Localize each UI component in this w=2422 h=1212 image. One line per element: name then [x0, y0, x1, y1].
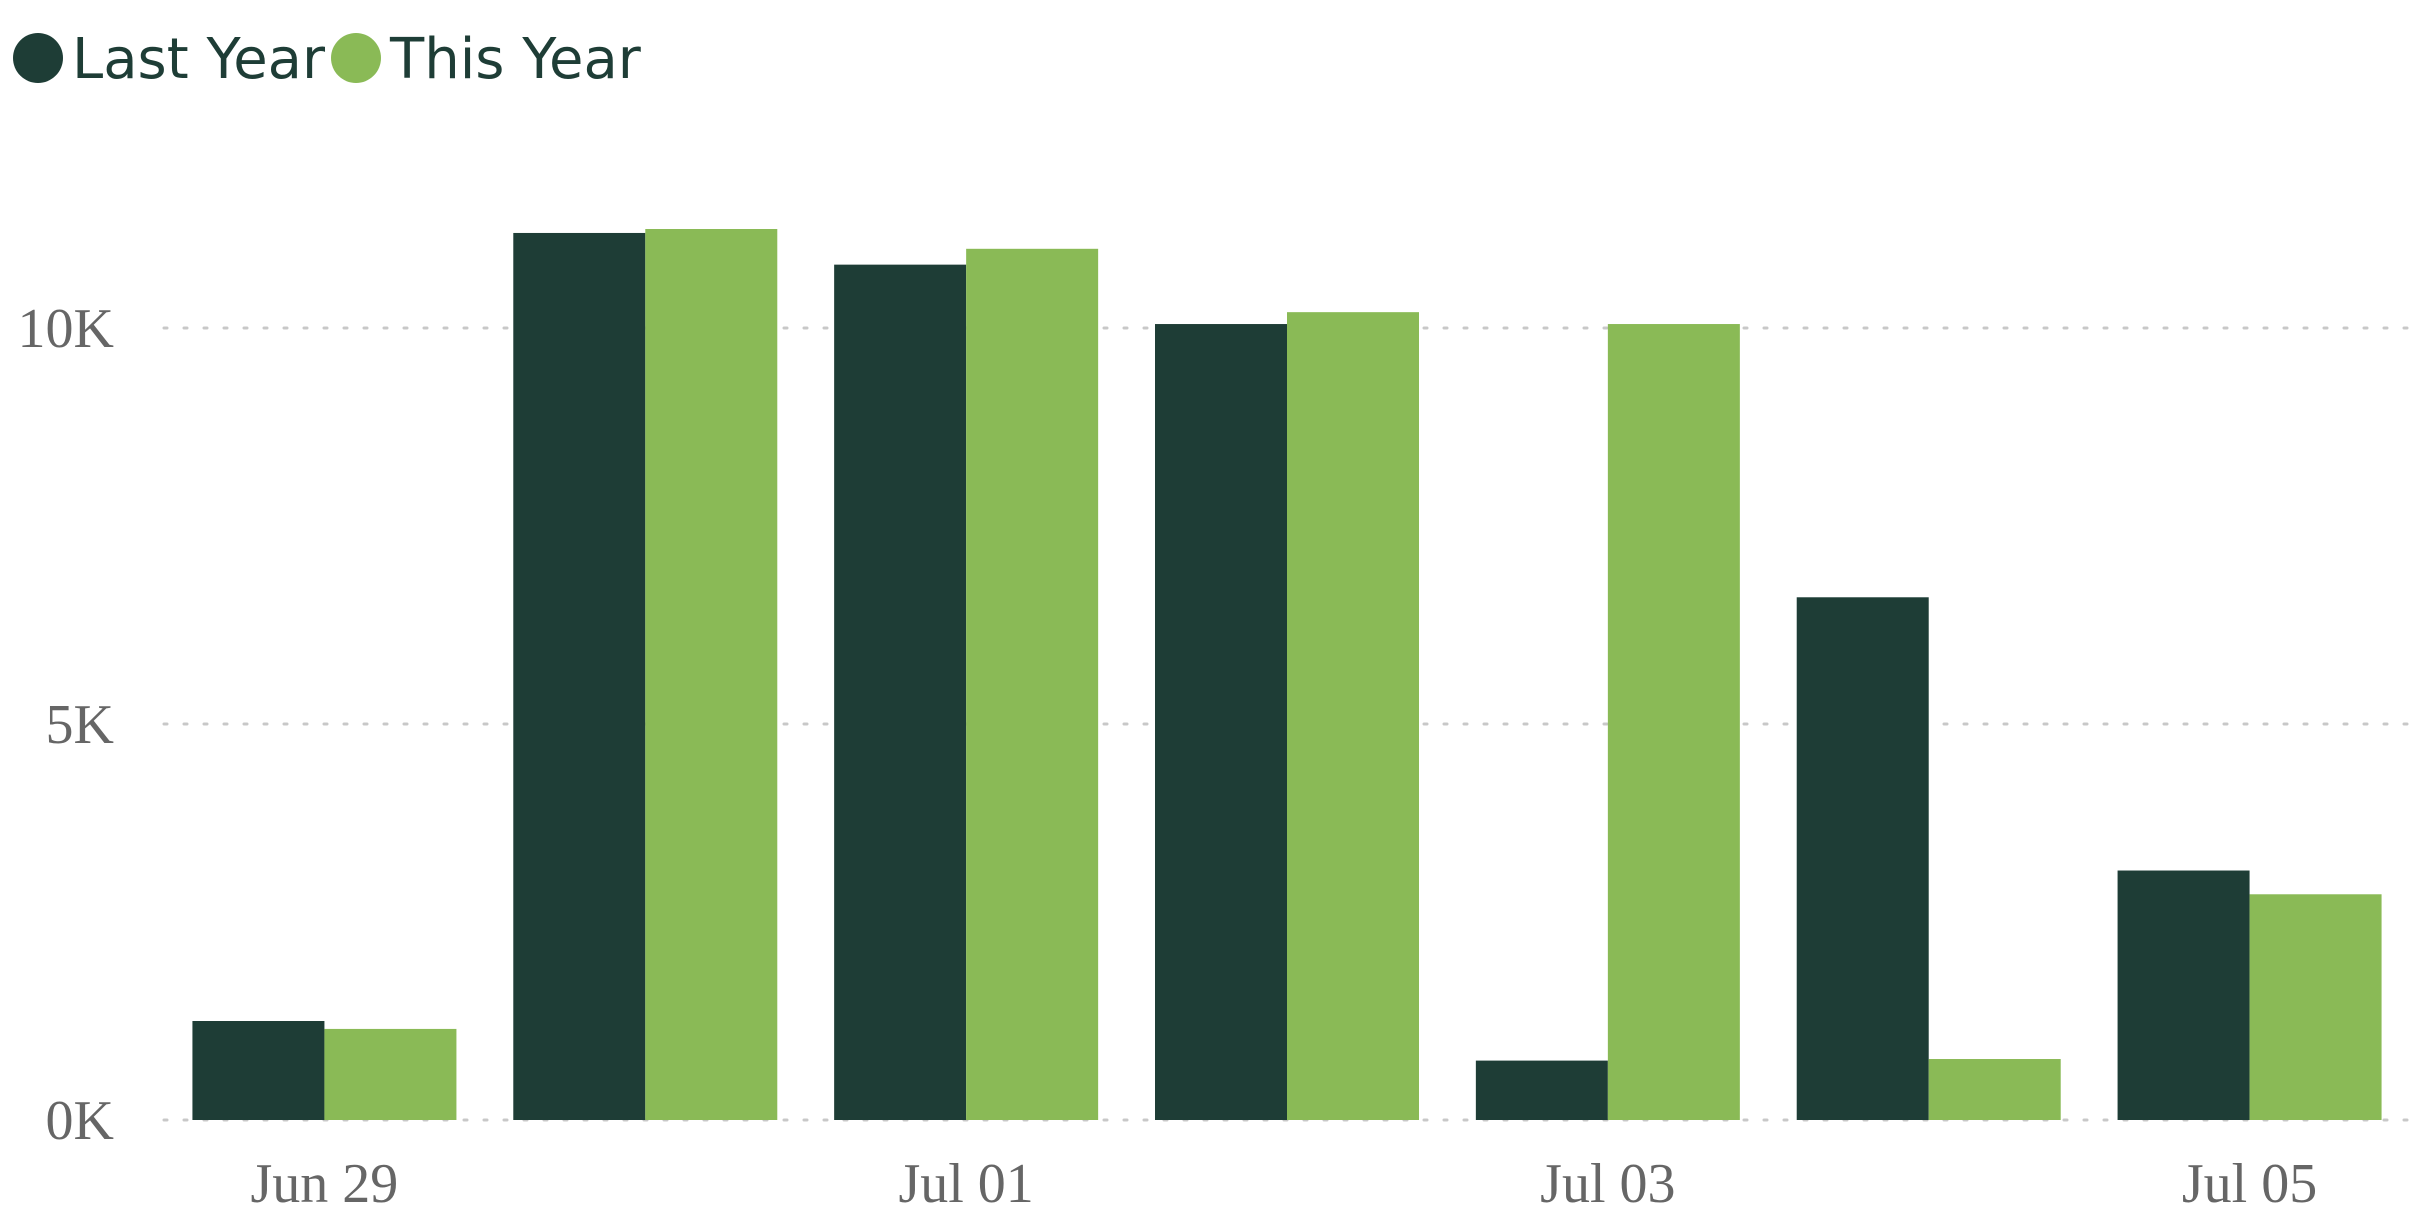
x-tick-label-0: Jun 29: [251, 1153, 399, 1212]
bar-last-year-6: [2117, 870, 2250, 1120]
bars: [192, 229, 2382, 1121]
legend-marker-1: [13, 33, 63, 83]
legend-label-2: This Year: [389, 27, 642, 92]
bar-last-year-5: [1796, 597, 1929, 1120]
y-tick-label-0: 0K: [46, 1090, 114, 1152]
y-tick-label-1: 5K: [46, 694, 114, 756]
bar-this-year-0: [324, 1028, 457, 1120]
bar-this-year-4: [1607, 324, 1740, 1120]
bar-last-year-0: [192, 1021, 325, 1120]
bar-this-year-1: [645, 229, 778, 1120]
x-tick-label-4: Jul 03: [1540, 1153, 1675, 1212]
y-tick-label-2: 10K: [18, 298, 114, 360]
bar-last-year-2: [834, 264, 967, 1120]
bar-this-year-6: [2249, 894, 2382, 1120]
y-axis: 0K 5K 10K: [18, 298, 114, 1152]
bar-this-year-5: [1928, 1059, 2061, 1120]
bar-this-year-3: [1287, 312, 1419, 1120]
bar-last-year-1: [513, 232, 646, 1120]
legend: Last Year This Year: [13, 27, 642, 92]
legend-label-1: Last Year: [72, 27, 326, 92]
x-tick-label-2: Jul 01: [898, 1153, 1033, 1212]
bar-last-year-4: [1475, 1060, 1608, 1120]
x-tick-label-6: Jul 05: [2182, 1153, 2317, 1212]
x-axis: Jun 29 Jul 01 Jul 03 Jul 05: [251, 1153, 2318, 1212]
bar-this-year-2: [966, 248, 1099, 1121]
bar-last-year-3: [1155, 324, 1287, 1120]
legend-marker-2: [331, 33, 381, 83]
